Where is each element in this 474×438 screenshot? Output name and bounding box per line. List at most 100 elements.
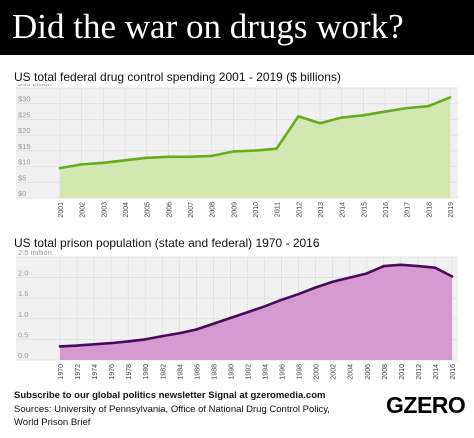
prison-chart: 0.0 0.5 1.0 1.5 2.0 2.5 million 1970 1972 1974 19… bbox=[16, 250, 458, 380]
y-tick-label: 0.5 bbox=[18, 330, 28, 339]
data-point bbox=[263, 305, 266, 308]
x-tick-label: 2010 bbox=[253, 202, 260, 218]
data-point bbox=[280, 298, 283, 302]
x-tick-label: 1974 bbox=[92, 364, 99, 380]
x-tick-label: 2001 bbox=[58, 202, 65, 218]
x-tick-label: 2012 bbox=[296, 202, 303, 218]
x-tick-label: 2017 bbox=[405, 202, 412, 218]
x-tick-label: 2014 bbox=[433, 364, 440, 380]
spending-chart: $0 $5 $10 $15 $20 $25 $30 $35 billion 2001 2002 20… bbox=[16, 84, 458, 218]
x-tick-label: 2013 bbox=[318, 202, 325, 218]
x-tick-label: 2000 bbox=[314, 364, 321, 380]
x-tick-label: 1984 bbox=[177, 364, 184, 380]
data-point bbox=[399, 263, 403, 267]
y-tick-label: $10 bbox=[18, 158, 31, 167]
x-tick-label: 1992 bbox=[245, 364, 252, 380]
x-tick-label: 2002 bbox=[80, 202, 87, 218]
x-tick-label: 2016 bbox=[450, 364, 457, 380]
data-point bbox=[178, 332, 181, 335]
data-point bbox=[340, 116, 343, 119]
data-point bbox=[144, 338, 147, 341]
x-tick-label: 2018 bbox=[426, 202, 433, 218]
page-title: Did the war on drugs work? bbox=[12, 7, 404, 46]
y-tick-label: 2.5 million bbox=[18, 250, 52, 257]
sources-text: Sources: University of Pennsylvania, Off… bbox=[14, 404, 330, 415]
data-point bbox=[275, 147, 278, 150]
data-point bbox=[348, 276, 351, 279]
x-tick-label: 1972 bbox=[75, 364, 82, 380]
x-tick-label: 1994 bbox=[263, 364, 270, 380]
data-point bbox=[331, 280, 334, 283]
data-point bbox=[92, 343, 96, 346]
x-tick-label: 1982 bbox=[160, 364, 167, 380]
data-point bbox=[297, 115, 300, 118]
data-point bbox=[314, 286, 317, 289]
x-tick-label: 2008 bbox=[210, 202, 217, 218]
data-point bbox=[161, 334, 164, 338]
series-line bbox=[58, 263, 454, 348]
x-tick-label: 2004 bbox=[348, 364, 355, 380]
y-tick-label: $20 bbox=[18, 126, 31, 135]
data-point bbox=[427, 105, 430, 108]
data-point bbox=[253, 149, 257, 152]
data-point bbox=[123, 159, 127, 162]
sources-text-cont: World Prison Brief bbox=[14, 417, 91, 428]
data-point bbox=[195, 328, 198, 331]
x-tick-label: 1990 bbox=[228, 364, 235, 380]
x-tick-label: 2006 bbox=[166, 202, 173, 218]
x-tick-label: 1996 bbox=[280, 364, 287, 380]
x-tick-label: 2006 bbox=[365, 364, 372, 380]
chart-title-prison: US total prison population (state and fe… bbox=[14, 236, 320, 250]
x-tick-label: 1998 bbox=[297, 364, 304, 380]
x-tick-label: 2012 bbox=[416, 364, 423, 380]
data-point bbox=[212, 322, 215, 325]
y-tick-label: $5 bbox=[18, 173, 26, 182]
y-tick-label: $35 billion bbox=[18, 84, 52, 88]
data-point bbox=[188, 155, 192, 159]
data-point bbox=[102, 161, 105, 164]
data-point bbox=[109, 341, 113, 345]
x-tick-label: 1970 bbox=[58, 364, 65, 380]
y-tick-label: 0.0 bbox=[18, 351, 28, 360]
x-tick-label: 1980 bbox=[143, 364, 150, 380]
data-point bbox=[383, 110, 387, 113]
data-point bbox=[232, 150, 235, 153]
y-tick-label: 1.5 bbox=[18, 289, 28, 298]
data-point bbox=[58, 166, 62, 170]
y-tick-label: 1.0 bbox=[18, 310, 28, 319]
data-point bbox=[416, 264, 420, 268]
data-point bbox=[75, 344, 79, 347]
y-tick-label: $15 bbox=[18, 142, 31, 151]
x-tick-label: 2004 bbox=[123, 202, 130, 218]
data-point bbox=[405, 106, 408, 110]
subscribe-text: Subscribe to our global politics newslet… bbox=[14, 390, 326, 401]
x-tick-label: 2008 bbox=[382, 364, 389, 380]
x-tick-label: 2007 bbox=[188, 202, 195, 218]
area-fill bbox=[60, 97, 450, 198]
x-tick-label: 2002 bbox=[331, 364, 338, 380]
x-tick-label: 2003 bbox=[101, 202, 108, 218]
title-banner: Did the war on drugs work? bbox=[0, 0, 474, 55]
x-tick-label: 2016 bbox=[383, 202, 390, 218]
data-point bbox=[210, 154, 213, 158]
data-point bbox=[145, 156, 148, 159]
gzero-logo: GZERO bbox=[386, 392, 466, 418]
data-point bbox=[126, 340, 130, 343]
data-point bbox=[318, 122, 322, 125]
data-point bbox=[365, 272, 368, 275]
data-point bbox=[362, 114, 365, 117]
y-tick-label: $30 bbox=[18, 95, 31, 104]
x-tick-label: 1986 bbox=[194, 364, 201, 380]
area-fill bbox=[60, 264, 452, 360]
data-point bbox=[450, 275, 454, 278]
y-tick-label: $25 bbox=[18, 110, 31, 119]
data-point bbox=[448, 96, 452, 99]
data-point bbox=[58, 345, 62, 348]
data-point bbox=[229, 316, 232, 320]
x-tick-label: 2009 bbox=[231, 202, 238, 218]
data-point bbox=[80, 163, 83, 166]
x-tick-label: 2019 bbox=[448, 202, 455, 218]
x-tick-label: 1978 bbox=[126, 364, 133, 380]
data-point bbox=[246, 311, 249, 314]
chart-title-spending: US total federal drug control spending 2… bbox=[14, 70, 341, 84]
